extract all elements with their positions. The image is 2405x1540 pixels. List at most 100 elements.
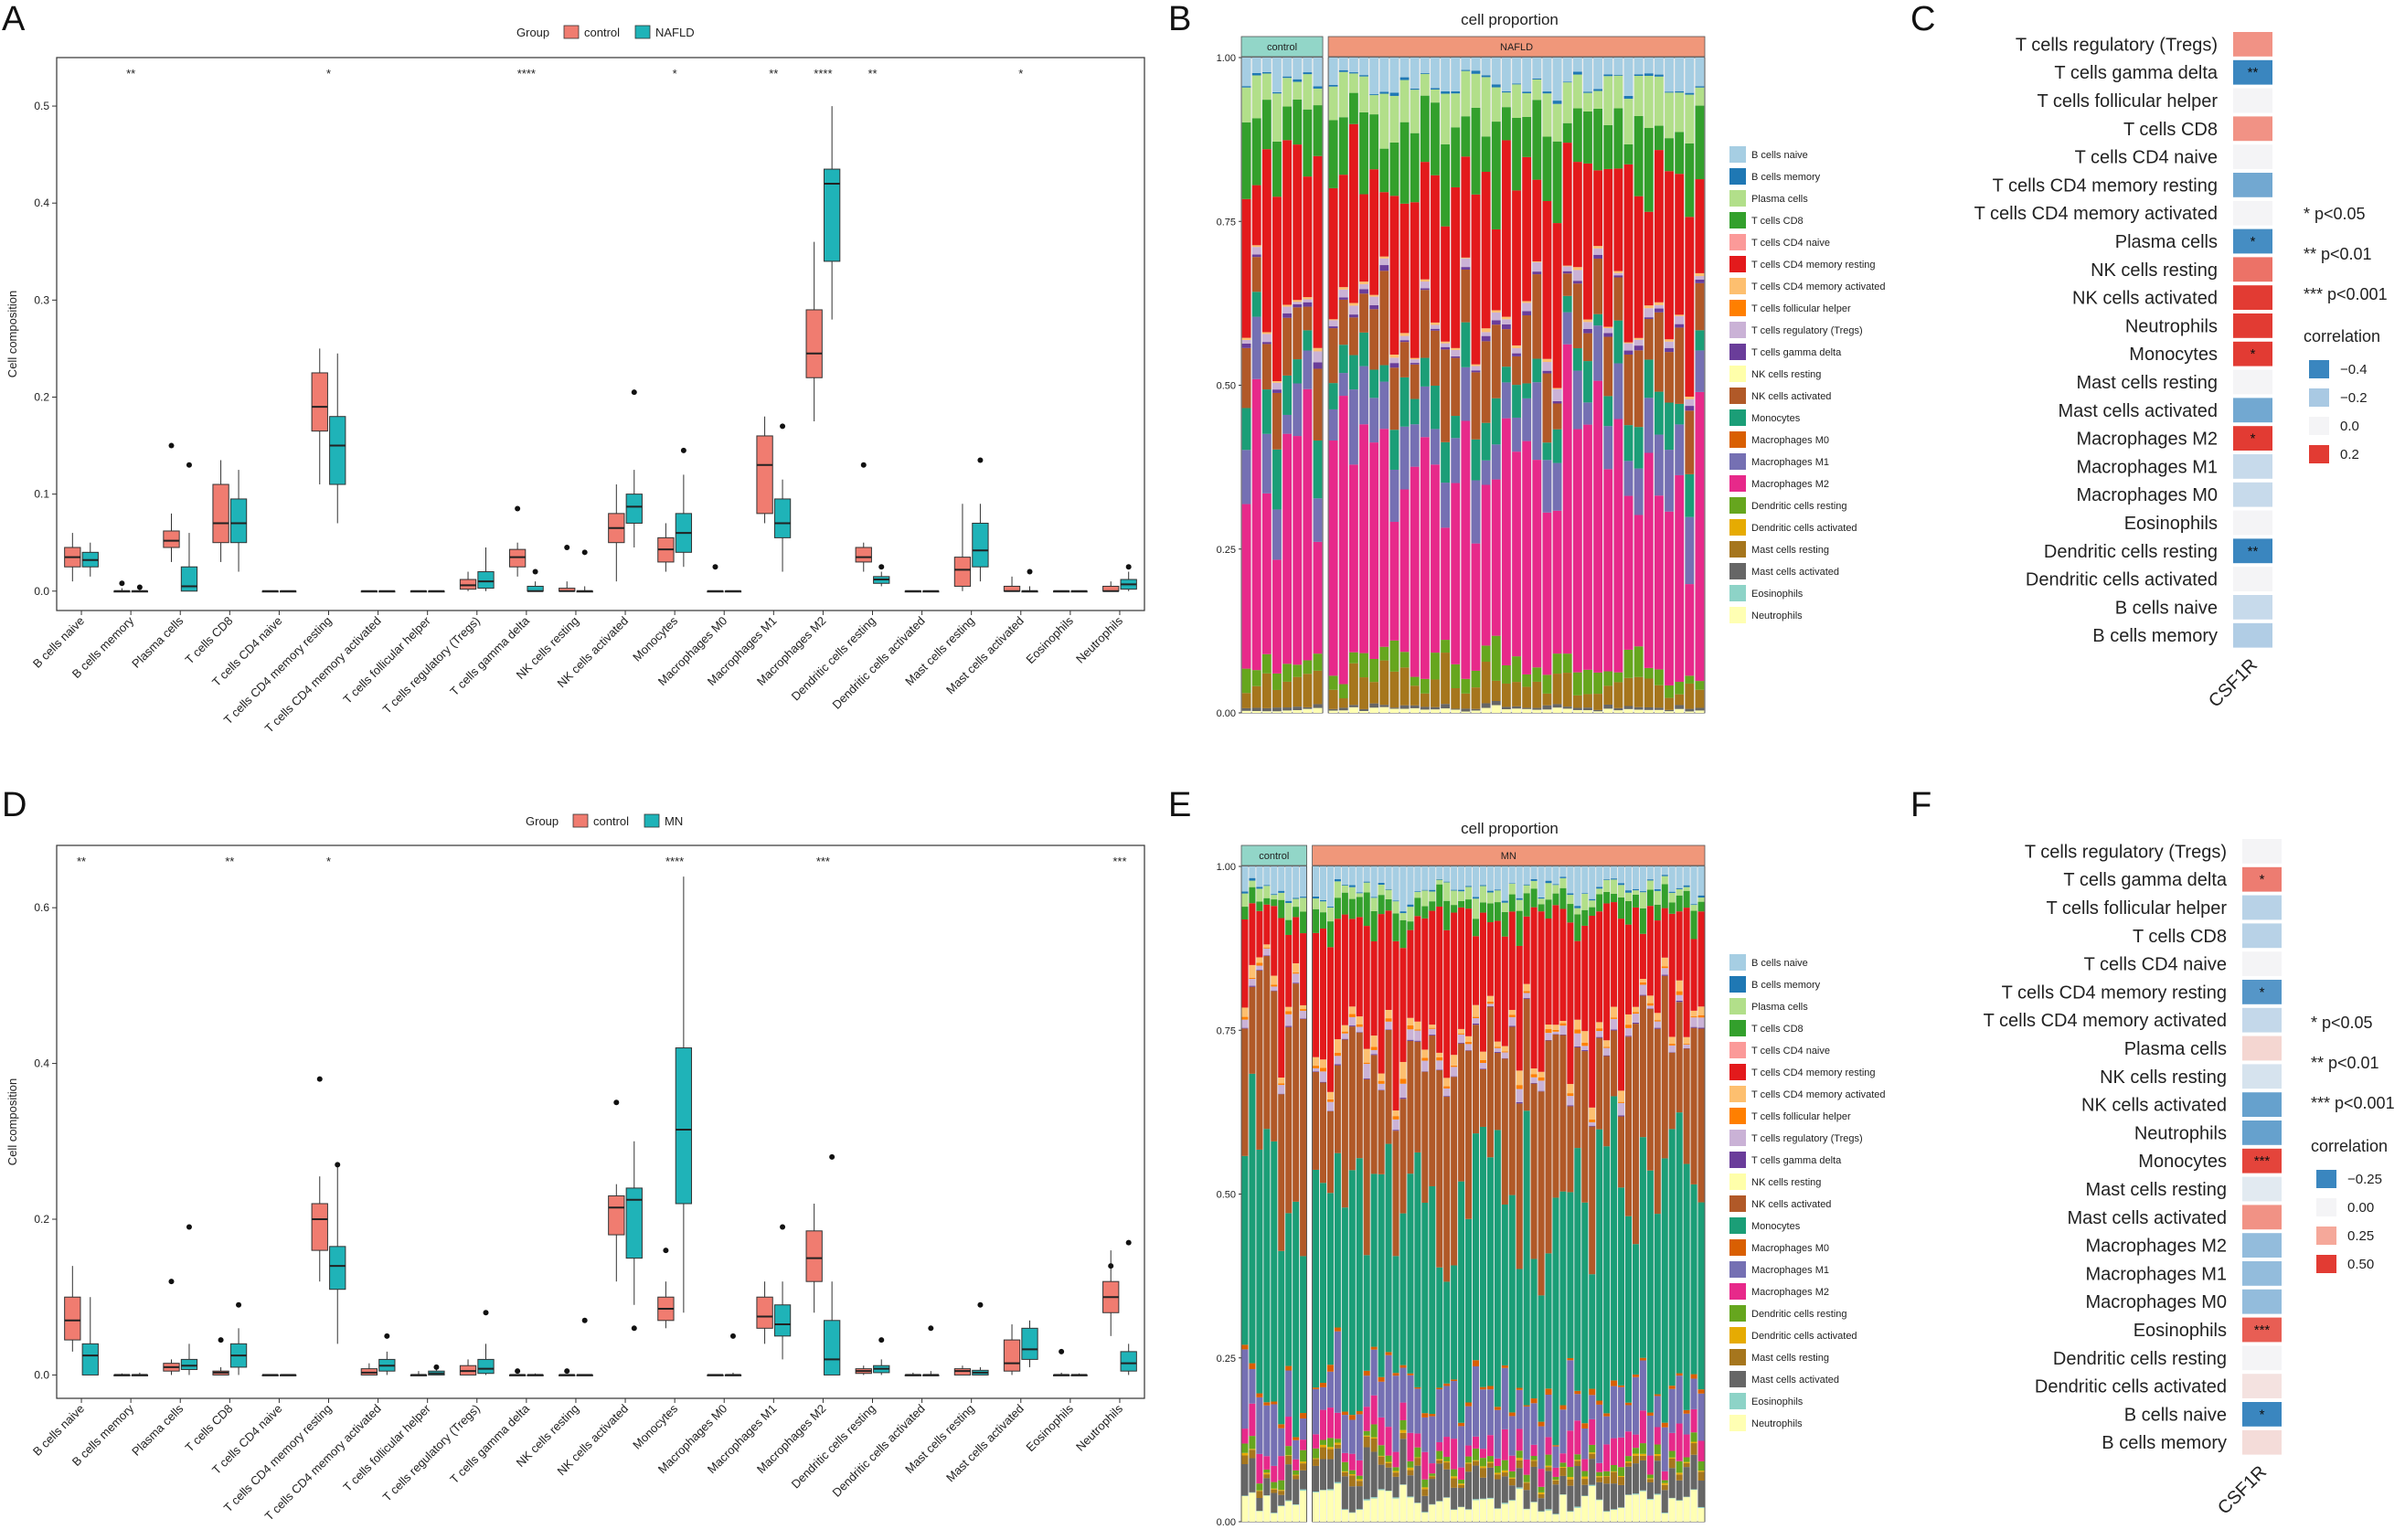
bar-segment <box>1303 109 1313 177</box>
bar-segment <box>1249 1449 1256 1450</box>
bar-segment <box>1516 1102 1523 1104</box>
bar-segment <box>1241 1349 1249 1429</box>
heatmap-cell <box>2242 1205 2282 1230</box>
bar-segment <box>1562 706 1572 709</box>
bar-segment <box>1567 895 1574 905</box>
bar-segment <box>1473 898 1479 919</box>
legend-label: T cells CD4 memory resting <box>1751 260 1876 271</box>
x-tick-label: T cells regulatory (Tregs) <box>380 1402 483 1504</box>
bar-segment <box>1530 1074 1538 1078</box>
bar-segment <box>1522 301 1532 303</box>
bar-segment <box>1523 1509 1530 1522</box>
bar-segment <box>1461 366 1471 421</box>
bar-segment <box>1665 685 1674 698</box>
bar-segment <box>1494 1407 1501 1410</box>
bar-segment <box>1293 1470 1300 1475</box>
bar-segment <box>1461 257 1471 259</box>
bar-segment <box>1562 122 1572 143</box>
outlier-point <box>977 457 984 463</box>
bar-segment <box>1420 386 1430 438</box>
bar-segment <box>1596 1471 1603 1477</box>
bar-segment <box>1407 1017 1414 1026</box>
bar-segment <box>1596 894 1603 912</box>
heatmap-star: * <box>2260 984 2265 1000</box>
bar-segment <box>1530 866 1538 879</box>
bar-segment <box>1613 277 1623 321</box>
bar-segment <box>1282 681 1292 708</box>
bar-segment <box>1293 302 1303 304</box>
bar-segment <box>1378 1083 1385 1090</box>
bar-segment <box>1300 1450 1307 1462</box>
bar-segment <box>1530 1502 1538 1522</box>
bar-segment <box>1334 1064 1341 1066</box>
legend-label: T cells CD8 <box>1751 1024 1804 1035</box>
bar-segment <box>1562 265 1572 267</box>
bar-segment <box>1545 1465 1552 1468</box>
bar-segment <box>1508 1025 1516 1027</box>
bar-segment <box>1326 1110 1334 1111</box>
legend-label: Eosinophils <box>1751 589 1804 600</box>
bar-segment <box>1389 354 1399 358</box>
bar-segment <box>1675 324 1685 328</box>
bar-segment <box>1261 673 1272 708</box>
y-tick-label: 0.5 <box>34 100 49 112</box>
bar-segment <box>1632 1494 1639 1522</box>
bar-segment <box>1261 493 1272 654</box>
bar-segment <box>1293 973 1300 983</box>
bar-segment <box>1623 99 1633 144</box>
bar-segment <box>1532 382 1542 461</box>
bar-segment <box>1410 707 1420 713</box>
bar-segment <box>1618 1102 1625 1116</box>
bar-segment <box>1491 635 1501 681</box>
bar-segment <box>1370 1349 1378 1396</box>
bar-segment <box>1695 86 1705 88</box>
bar-segment <box>1486 1386 1494 1390</box>
bar-segment <box>1407 904 1414 908</box>
bar-segment <box>1429 1463 1436 1474</box>
bar-segment <box>1326 1407 1334 1439</box>
bar-segment <box>1661 1482 1668 1485</box>
bar-segment <box>1596 1037 1603 1130</box>
bar-segment <box>1399 77 1410 80</box>
bar-segment <box>1655 709 1664 713</box>
bar-segment <box>1436 1501 1443 1522</box>
bar-segment <box>1272 509 1282 560</box>
bar-segment <box>1356 1414 1363 1460</box>
bar-segment <box>1611 902 1618 1007</box>
bar-segment <box>1369 309 1379 370</box>
bar-segment <box>1589 1444 1596 1453</box>
bar-segment <box>1349 92 1358 124</box>
bar-segment <box>1431 322 1440 325</box>
bar-segment <box>1421 1049 1429 1058</box>
bar-segment <box>1392 901 1399 914</box>
bar-segment <box>1328 328 1338 384</box>
heatmap-cell <box>2233 595 2272 620</box>
bar-segment <box>1522 686 1532 708</box>
box-body <box>805 309 823 378</box>
bar-segment <box>1414 1503 1421 1522</box>
bar-segment <box>1285 1006 1293 1012</box>
bar-segment <box>1313 86 1323 89</box>
bar-segment <box>1272 389 1282 393</box>
bar-segment <box>1512 451 1521 657</box>
bar-segment <box>1320 1444 1326 1448</box>
bar-segment <box>1436 1052 1443 1057</box>
bar-segment <box>1661 1513 1668 1522</box>
outlier-point <box>483 1310 489 1316</box>
bar-segment <box>1451 1379 1458 1382</box>
heatmap-cell <box>2233 200 2272 226</box>
bar-segment <box>1251 670 1261 686</box>
bar-segment <box>1338 698 1348 708</box>
bar-segment <box>1341 1025 1348 1032</box>
bar-segment <box>1363 1447 1370 1500</box>
bar-segment <box>1639 995 1646 1138</box>
bar-segment <box>1420 678 1430 694</box>
bar-segment <box>1523 1508 1530 1510</box>
legend-swatch <box>1729 322 1746 338</box>
bar-segment <box>1263 897 1271 905</box>
box-body <box>311 1203 328 1251</box>
bar-segment <box>1473 1499 1479 1501</box>
bar-segment <box>1665 402 1674 451</box>
significance-label: * <box>326 67 331 80</box>
bar-segment <box>1293 359 1303 384</box>
